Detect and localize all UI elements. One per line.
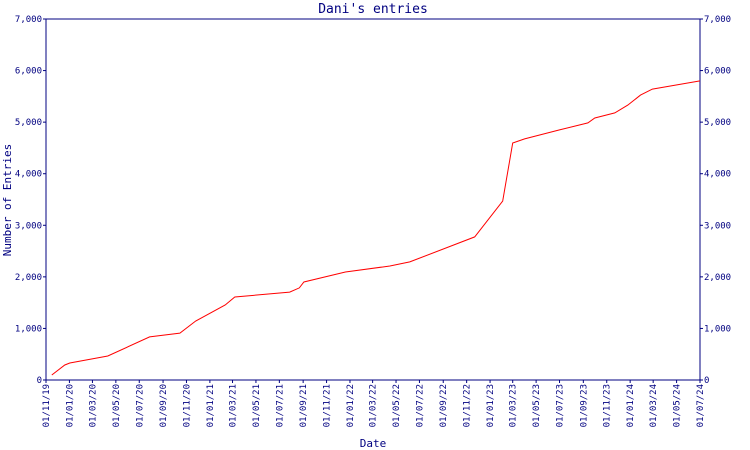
x-axis-label: Date: [360, 437, 387, 450]
y2-tick-label: 3,000: [704, 221, 731, 231]
y2-tick-label: 0: [704, 376, 709, 386]
x-tick-label: 01/09/20: [159, 384, 169, 427]
x-tick-label: 01/05/23: [532, 384, 542, 427]
x-tick-label: 01/07/22: [415, 384, 425, 427]
x-tick-label: 01/11/19: [42, 384, 52, 427]
y2-tick-label: 1,000: [704, 324, 731, 334]
x-tick-label: 01/05/22: [392, 384, 402, 427]
data-line: [51, 80, 701, 376]
x-tick-label: 01/01/20: [65, 384, 75, 427]
x-tick-label: 01/03/22: [369, 384, 379, 427]
x-tick-label: 01/11/21: [323, 384, 333, 427]
x-tick-label: 01/11/20: [182, 384, 192, 427]
x-tick-label: 01/03/21: [229, 384, 239, 427]
x-tick-label: 01/07/20: [135, 384, 145, 427]
x-tick-label: 01/11/22: [463, 384, 473, 427]
x-tick-label: 01/03/23: [509, 384, 519, 427]
y-tick-label: 2,000: [15, 273, 42, 283]
x-tick-label: 01/11/23: [603, 384, 613, 427]
y-tick-label: 3,000: [15, 221, 42, 231]
x-tick-label: 01/09/21: [299, 384, 309, 427]
y2-tick-label: 7,000: [704, 15, 731, 25]
x-tick-label: 01/07/23: [556, 384, 566, 427]
x-tick-label: 01/09/23: [579, 384, 589, 427]
y2-tick-label: 5,000: [704, 118, 731, 128]
x-tick-label: 01/07/24: [696, 384, 706, 427]
x-tick-label: 01/01/23: [486, 384, 496, 427]
y-tick-label: 1,000: [15, 324, 42, 334]
x-tick-label: 01/05/24: [673, 384, 683, 427]
x-tick-label: 01/05/20: [112, 384, 122, 427]
x-tick-label: 01/05/21: [252, 384, 262, 427]
chart-title: Dani's entries: [318, 2, 428, 17]
y-tick-label: 4,000: [15, 170, 42, 180]
y-tick-label: 0: [37, 376, 42, 386]
y-tick-label: 7,000: [15, 15, 42, 25]
x-tick-label: 01/01/22: [346, 384, 356, 427]
x-tick-label: 01/07/21: [275, 384, 285, 427]
x-tick-label: 01/01/24: [626, 384, 636, 427]
y-axis-label: Number of Entries: [1, 144, 14, 257]
x-tick-label: 01/09/22: [439, 384, 449, 427]
y2-tick-label: 4,000: [704, 170, 731, 180]
plot-frame: [45, 18, 701, 381]
x-tick-label: 01/03/24: [649, 384, 659, 427]
y-tick-label: 6,000: [15, 67, 42, 77]
y2-tick-label: 2,000: [704, 273, 731, 283]
x-tick-label: 01/01/21: [206, 384, 216, 427]
x-tick-label: 01/03/20: [88, 384, 98, 427]
y-tick-label: 5,000: [15, 118, 42, 128]
y2-tick-label: 6,000: [704, 67, 731, 77]
